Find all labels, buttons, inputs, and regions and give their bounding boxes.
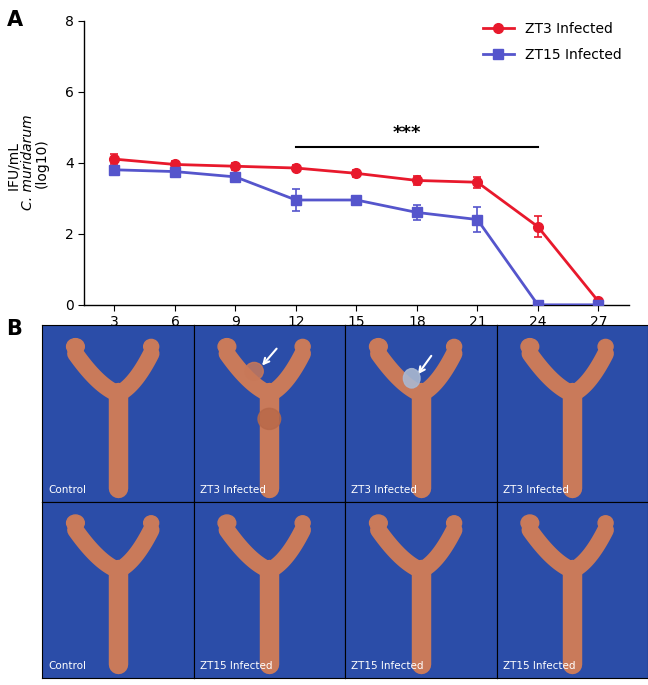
X-axis label: Days  Post  Infection: Days Post Infection [268, 338, 445, 353]
Ellipse shape [218, 338, 236, 354]
Ellipse shape [521, 515, 538, 531]
Text: Control: Control [48, 661, 86, 671]
Ellipse shape [369, 515, 388, 531]
Ellipse shape [295, 516, 310, 530]
Text: ZT15 Infected: ZT15 Infected [503, 661, 575, 671]
Ellipse shape [521, 338, 538, 354]
Ellipse shape [144, 516, 159, 530]
Ellipse shape [67, 338, 84, 354]
Ellipse shape [598, 339, 613, 353]
Legend: ZT3 Infected, ZT15 Infected: ZT3 Infected, ZT15 Infected [483, 22, 621, 62]
Text: ZT3 Infected: ZT3 Infected [351, 485, 417, 495]
Ellipse shape [218, 515, 236, 531]
Text: A: A [6, 10, 23, 30]
Ellipse shape [245, 362, 263, 380]
Ellipse shape [295, 339, 310, 353]
Text: IFU/mL: IFU/mL [8, 134, 21, 191]
Text: ZT15 Infected: ZT15 Infected [351, 661, 424, 671]
Circle shape [403, 369, 420, 388]
Ellipse shape [369, 338, 388, 354]
Ellipse shape [598, 516, 613, 530]
Text: ZT15 Infected: ZT15 Infected [200, 661, 272, 671]
Text: (log10): (log10) [19, 138, 49, 188]
Ellipse shape [446, 516, 461, 530]
Text: C. muridarum: C. muridarum [21, 115, 35, 210]
Ellipse shape [144, 339, 159, 353]
Ellipse shape [258, 408, 281, 429]
Text: ZT3 Infected: ZT3 Infected [503, 485, 568, 495]
Ellipse shape [446, 339, 461, 353]
Text: ***: *** [393, 125, 421, 142]
Text: Control: Control [48, 485, 86, 495]
Text: B: B [6, 319, 22, 338]
Text: ZT3 Infected: ZT3 Infected [200, 485, 266, 495]
Ellipse shape [67, 515, 84, 531]
